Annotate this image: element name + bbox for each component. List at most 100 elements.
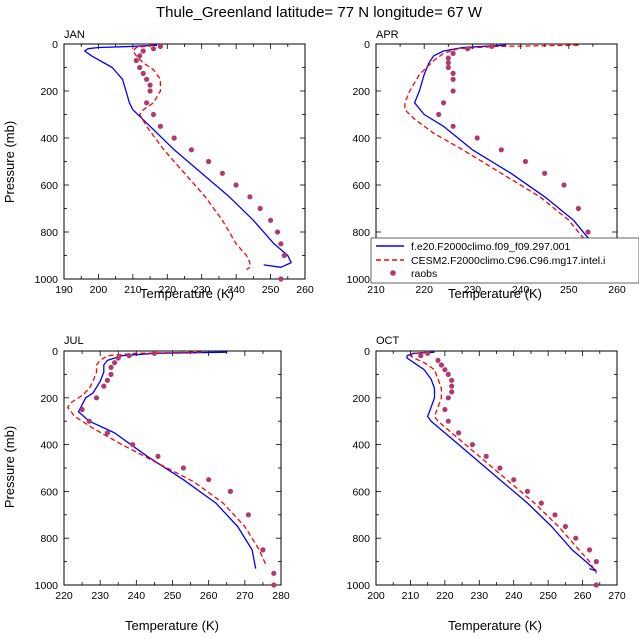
y-tick-label: 200 — [40, 86, 58, 98]
x-tick-label: 260 — [200, 590, 218, 602]
y-tick-label: 1000 — [35, 274, 59, 286]
raob-point — [171, 135, 177, 141]
raob-point — [449, 383, 455, 389]
raob-point — [442, 406, 448, 413]
raob-point — [585, 229, 591, 235]
raob-point — [436, 111, 442, 118]
series-line-red — [66, 351, 268, 567]
raob-point — [498, 147, 504, 153]
raob-point — [93, 395, 100, 401]
raob-point — [108, 371, 114, 377]
y-tick-label: 0 — [364, 39, 370, 51]
y-tick-label: 0 — [52, 346, 58, 358]
raob-point — [155, 453, 161, 459]
x-axis-label: Temperature (K) — [448, 618, 542, 633]
y-axis-label: Pressure (mb) — [2, 121, 17, 203]
y-tick-label: 200 — [352, 86, 370, 98]
raob-point — [552, 512, 558, 518]
raob-point — [524, 488, 531, 494]
y-tick-label: 800 — [40, 227, 58, 239]
raob-point — [593, 559, 599, 565]
x-tick-label: 220 — [415, 284, 433, 296]
y-tick-label: 800 — [40, 533, 58, 545]
raob-point — [115, 355, 121, 361]
raob-point — [144, 76, 150, 82]
x-axis-label: Temperature (K) — [448, 286, 542, 301]
raob-point — [450, 76, 456, 82]
raob-point — [130, 442, 136, 448]
y-tick-label: 600 — [352, 180, 370, 192]
raob-point — [151, 350, 157, 356]
raob-point — [497, 465, 503, 471]
x-tick-label: 210 — [124, 284, 142, 296]
raob-point — [489, 43, 495, 50]
x-tick-label: 230 — [471, 590, 489, 602]
raob-point — [104, 377, 110, 383]
y-tick-label: 600 — [40, 180, 58, 192]
y-tick-label: 0 — [52, 39, 58, 51]
raob-point — [206, 477, 212, 483]
raob-point — [112, 360, 118, 366]
raob-point — [101, 383, 107, 389]
panel-jan: JAN Temperature (K) Pressure (mb) 190 200… — [2, 29, 314, 301]
raob-point — [445, 60, 451, 66]
raob-point — [150, 46, 157, 52]
x-tick-label: 220 — [159, 284, 177, 296]
panel-jul: JUL Temperature (K) Pressure (mb) 220 230… — [2, 335, 290, 633]
y-tick-label: 400 — [40, 133, 58, 145]
raob-point — [137, 64, 143, 71]
y-tick-label: 1000 — [347, 580, 371, 592]
series-line-blue — [413, 44, 609, 268]
raob-point — [449, 389, 455, 395]
raob-point — [511, 477, 517, 483]
raob-point — [206, 158, 212, 165]
panel-label: JAN — [64, 29, 85, 41]
y-tick-label: 800 — [352, 533, 370, 545]
x-tick-label: 220 — [55, 590, 73, 602]
raob-point — [147, 88, 153, 94]
raob-point — [445, 418, 451, 424]
x-tick-label: 210 — [367, 284, 385, 296]
raob-point — [281, 252, 287, 259]
raob-point — [227, 488, 233, 494]
raob-point — [562, 523, 569, 530]
raob-point — [86, 418, 92, 424]
raob-point — [140, 70, 146, 76]
series-line-red — [409, 351, 597, 574]
x-tick-label: 270 — [608, 590, 626, 602]
raob-point — [137, 53, 143, 59]
raob-point — [147, 82, 153, 88]
raob-point — [157, 43, 163, 50]
raob-point — [522, 158, 529, 165]
raob-point — [79, 406, 85, 413]
raob-point — [271, 570, 277, 576]
raob-point — [445, 64, 451, 71]
figure-title: Thule_Greenland latitude= 77 N longitude… — [156, 4, 483, 21]
plot-frame — [375, 350, 618, 586]
y-tick-label: 0 — [364, 346, 370, 358]
raob-point — [593, 582, 599, 588]
raob-point — [425, 350, 431, 356]
raob-point — [456, 430, 462, 436]
y-tick-label: 400 — [40, 440, 58, 452]
x-tick-label: 230 — [193, 284, 211, 296]
raob-point — [450, 88, 456, 94]
y-tick-label: 200 — [352, 393, 370, 405]
legend-box — [370, 237, 639, 284]
raob-point — [180, 465, 186, 471]
x-tick-label: 190 — [55, 284, 73, 296]
raob-point — [450, 50, 456, 57]
legend-label: raobs — [411, 268, 437, 280]
raob-point — [104, 430, 110, 436]
raob-point — [561, 182, 567, 188]
raob-point — [442, 367, 448, 373]
raob-point — [483, 453, 489, 459]
raob-point — [268, 217, 274, 223]
raob-point — [435, 357, 441, 363]
y-tick-label: 1000 — [347, 274, 371, 286]
x-tick-label: 200 — [367, 590, 385, 602]
series-line-red — [132, 44, 251, 271]
raob-point — [126, 353, 132, 359]
raob-point — [474, 135, 480, 141]
raob-point — [445, 395, 451, 401]
